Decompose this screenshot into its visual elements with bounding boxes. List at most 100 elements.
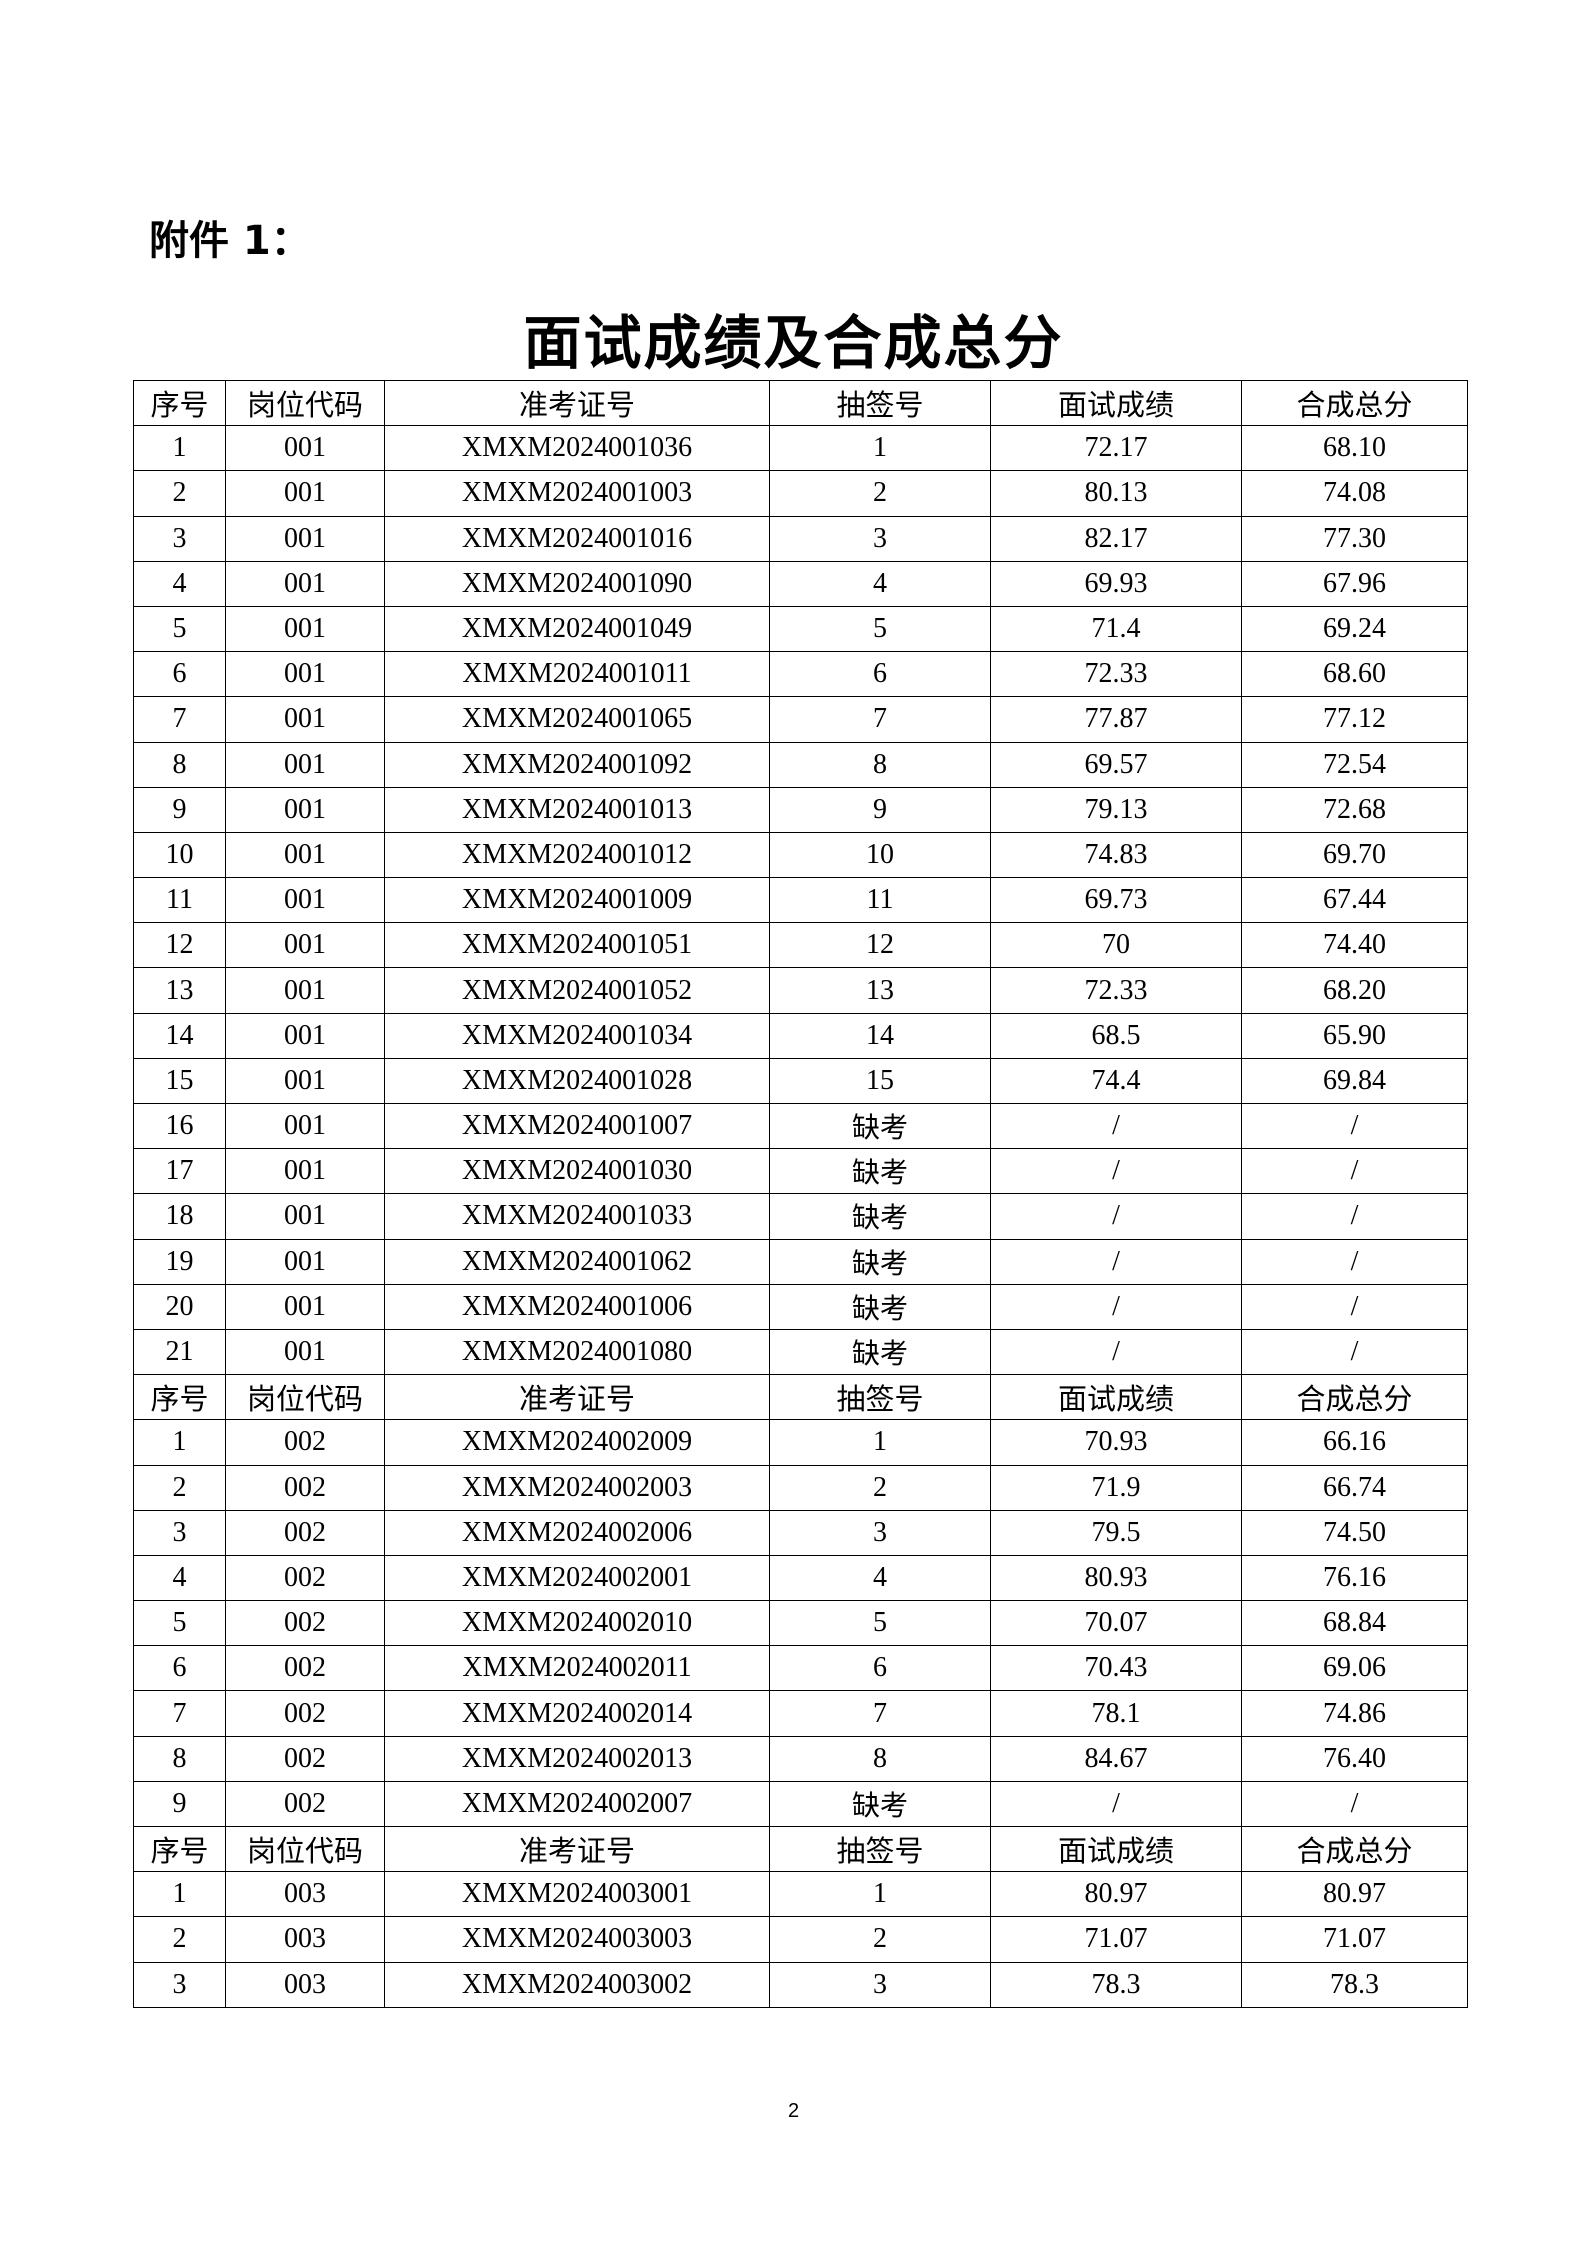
attachment-label: 附件 1： <box>149 218 311 264</box>
cell-draw-number: 14 <box>769 1012 991 1059</box>
cell-admission-number: XMXM2024001065 <box>384 696 770 743</box>
cell-draw-number: 7 <box>769 696 991 743</box>
cell-interview-score: 79.13 <box>990 786 1242 833</box>
cell-draw-number: 8 <box>769 1735 991 1782</box>
cell-draw-number: 4 <box>769 1554 991 1602</box>
table-row: 2 002 XMXM2024002003 2 71.9 66.74 <box>133 1464 1468 1511</box>
cell-interview-score: 72.33 <box>990 967 1242 1014</box>
cell-draw-number: 9 <box>769 786 991 833</box>
cell-draw-number: 1 <box>769 1871 991 1918</box>
cell-draw-number: 缺考 <box>769 1780 991 1828</box>
cell-seq: 6 <box>133 1645 226 1692</box>
cell-total-score: 72.68 <box>1241 786 1468 833</box>
header-interview-score: 面试成绩 <box>990 379 1242 427</box>
cell-total-score: 80.97 <box>1241 1871 1468 1918</box>
cell-seq: 3 <box>133 1509 226 1556</box>
cell-seq: 8 <box>133 1735 226 1782</box>
cell-admission-number: XMXM2024002010 <box>384 1600 770 1647</box>
cell-total-score: 72.54 <box>1241 741 1468 788</box>
cell-seq: 1 <box>133 1871 226 1918</box>
cell-seq: 12 <box>133 922 226 969</box>
cell-total-score: 76.16 <box>1241 1554 1468 1602</box>
cell-admission-number: XMXM2024001011 <box>384 651 770 698</box>
cell-admission-number: XMXM2024001009 <box>384 877 770 924</box>
cell-draw-number: 12 <box>769 922 991 969</box>
cell-interview-score: 78.3 <box>990 1961 1242 2008</box>
cell-draw-number: 1 <box>769 425 991 472</box>
score-table: 序号 岗位代码 准考证号 抽签号 面试成绩 合成总分 1 001 XMXM2024001036 1… <box>133 379 1468 2008</box>
cell-total-score: 74.40 <box>1241 922 1468 969</box>
cell-total-score: / <box>1241 1780 1468 1828</box>
cell-seq: 17 <box>133 1148 226 1195</box>
cell-total-score: 66.74 <box>1241 1464 1468 1511</box>
table-row: 4 001 XMXM2024001090 4 69.93 67.96 <box>133 560 1468 607</box>
header-total-score: 合成总分 <box>1241 379 1468 427</box>
table-row: 7 002 XMXM2024002014 7 78.1 74.86 <box>133 1690 1468 1737</box>
cell-admission-number: XMXM2024002011 <box>384 1645 770 1692</box>
cell-admission-number: XMXM2024003003 <box>384 1916 770 1963</box>
cell-interview-score: 71.07 <box>990 1916 1242 1963</box>
cell-interview-score: 69.57 <box>990 741 1242 788</box>
cell-admission-number: XMXM2024001003 <box>384 470 770 517</box>
cell-seq: 18 <box>133 1193 226 1240</box>
cell-draw-number: 5 <box>769 605 991 653</box>
cell-interview-score: 80.93 <box>990 1554 1242 1602</box>
cell-draw-number: 15 <box>769 1057 991 1105</box>
cell-admission-number: XMXM2024003001 <box>384 1871 770 1918</box>
header-interview-score: 面试成绩 <box>990 1825 1242 1873</box>
cell-admission-number: XMXM2024002013 <box>384 1735 770 1782</box>
header-admission-number: 准考证号 <box>384 379 770 427</box>
cell-admission-number: XMXM2024001051 <box>384 922 770 969</box>
cell-admission-number: XMXM2024001036 <box>384 425 770 472</box>
cell-total-score: 67.44 <box>1241 877 1468 924</box>
cell-position-code: 001 <box>225 1328 385 1376</box>
cell-position-code: 001 <box>225 1057 385 1105</box>
cell-total-score: / <box>1241 1102 1468 1150</box>
header-draw-number: 抽签号 <box>769 1374 991 1421</box>
cell-total-score: 77.30 <box>1241 515 1468 562</box>
cell-draw-number: 缺考 <box>769 1283 991 1330</box>
cell-total-score: 74.86 <box>1241 1690 1468 1737</box>
table-row: 13 001 XMXM2024001052 13 72.33 68.20 <box>133 967 1468 1014</box>
cell-interview-score: 74.83 <box>990 831 1242 879</box>
cell-draw-number: 8 <box>769 741 991 788</box>
cell-seq: 15 <box>133 1057 226 1105</box>
table-header-row: 序号 岗位代码 准考证号 抽签号 面试成绩 合成总分 <box>133 1374 1468 1421</box>
table-row: 1 002 XMXM2024002009 1 70.93 66.16 <box>133 1419 1468 1466</box>
header-admission-number: 准考证号 <box>384 1374 770 1421</box>
cell-position-code: 001 <box>225 1193 385 1240</box>
header-position-code: 岗位代码 <box>225 379 385 427</box>
cell-admission-number: XMXM2024001090 <box>384 560 770 607</box>
table-row: 11 001 XMXM2024001009 11 69.73 67.44 <box>133 877 1468 924</box>
cell-draw-number: 5 <box>769 1600 991 1647</box>
header-interview-score: 面试成绩 <box>990 1374 1242 1421</box>
cell-position-code: 001 <box>225 741 385 788</box>
table-row: 19 001 XMXM2024001062 缺考 / / <box>133 1238 1468 1285</box>
cell-seq: 9 <box>133 1780 226 1828</box>
cell-draw-number: 10 <box>769 831 991 879</box>
cell-total-score: 71.07 <box>1241 1916 1468 1963</box>
cell-position-code: 001 <box>225 605 385 653</box>
cell-seq: 10 <box>133 831 226 879</box>
cell-interview-score: 80.97 <box>990 1871 1242 1918</box>
cell-position-code: 001 <box>225 786 385 833</box>
cell-position-code: 002 <box>225 1419 385 1466</box>
cell-position-code: 001 <box>225 922 385 969</box>
table-row: 21 001 XMXM2024001080 缺考 / / <box>133 1328 1468 1376</box>
header-seq: 序号 <box>133 1825 226 1873</box>
cell-admission-number: XMXM2024002006 <box>384 1509 770 1556</box>
table-header-row: 序号 岗位代码 准考证号 抽签号 面试成绩 合成总分 <box>133 379 1468 427</box>
cell-total-score: / <box>1241 1148 1468 1195</box>
page-number: 2 <box>787 2100 800 2122</box>
cell-seq: 3 <box>133 1961 226 2008</box>
table-row: 10 001 XMXM2024001012 10 74.83 69.70 <box>133 831 1468 879</box>
cell-admission-number: XMXM2024001016 <box>384 515 770 562</box>
cell-total-score: 68.84 <box>1241 1600 1468 1647</box>
cell-position-code: 001 <box>225 696 385 743</box>
cell-position-code: 003 <box>225 1961 385 2008</box>
cell-seq: 4 <box>133 560 226 607</box>
cell-position-code: 001 <box>225 1238 385 1285</box>
cell-admission-number: XMXM2024001052 <box>384 967 770 1014</box>
cell-position-code: 001 <box>225 1148 385 1195</box>
cell-draw-number: 缺考 <box>769 1148 991 1195</box>
